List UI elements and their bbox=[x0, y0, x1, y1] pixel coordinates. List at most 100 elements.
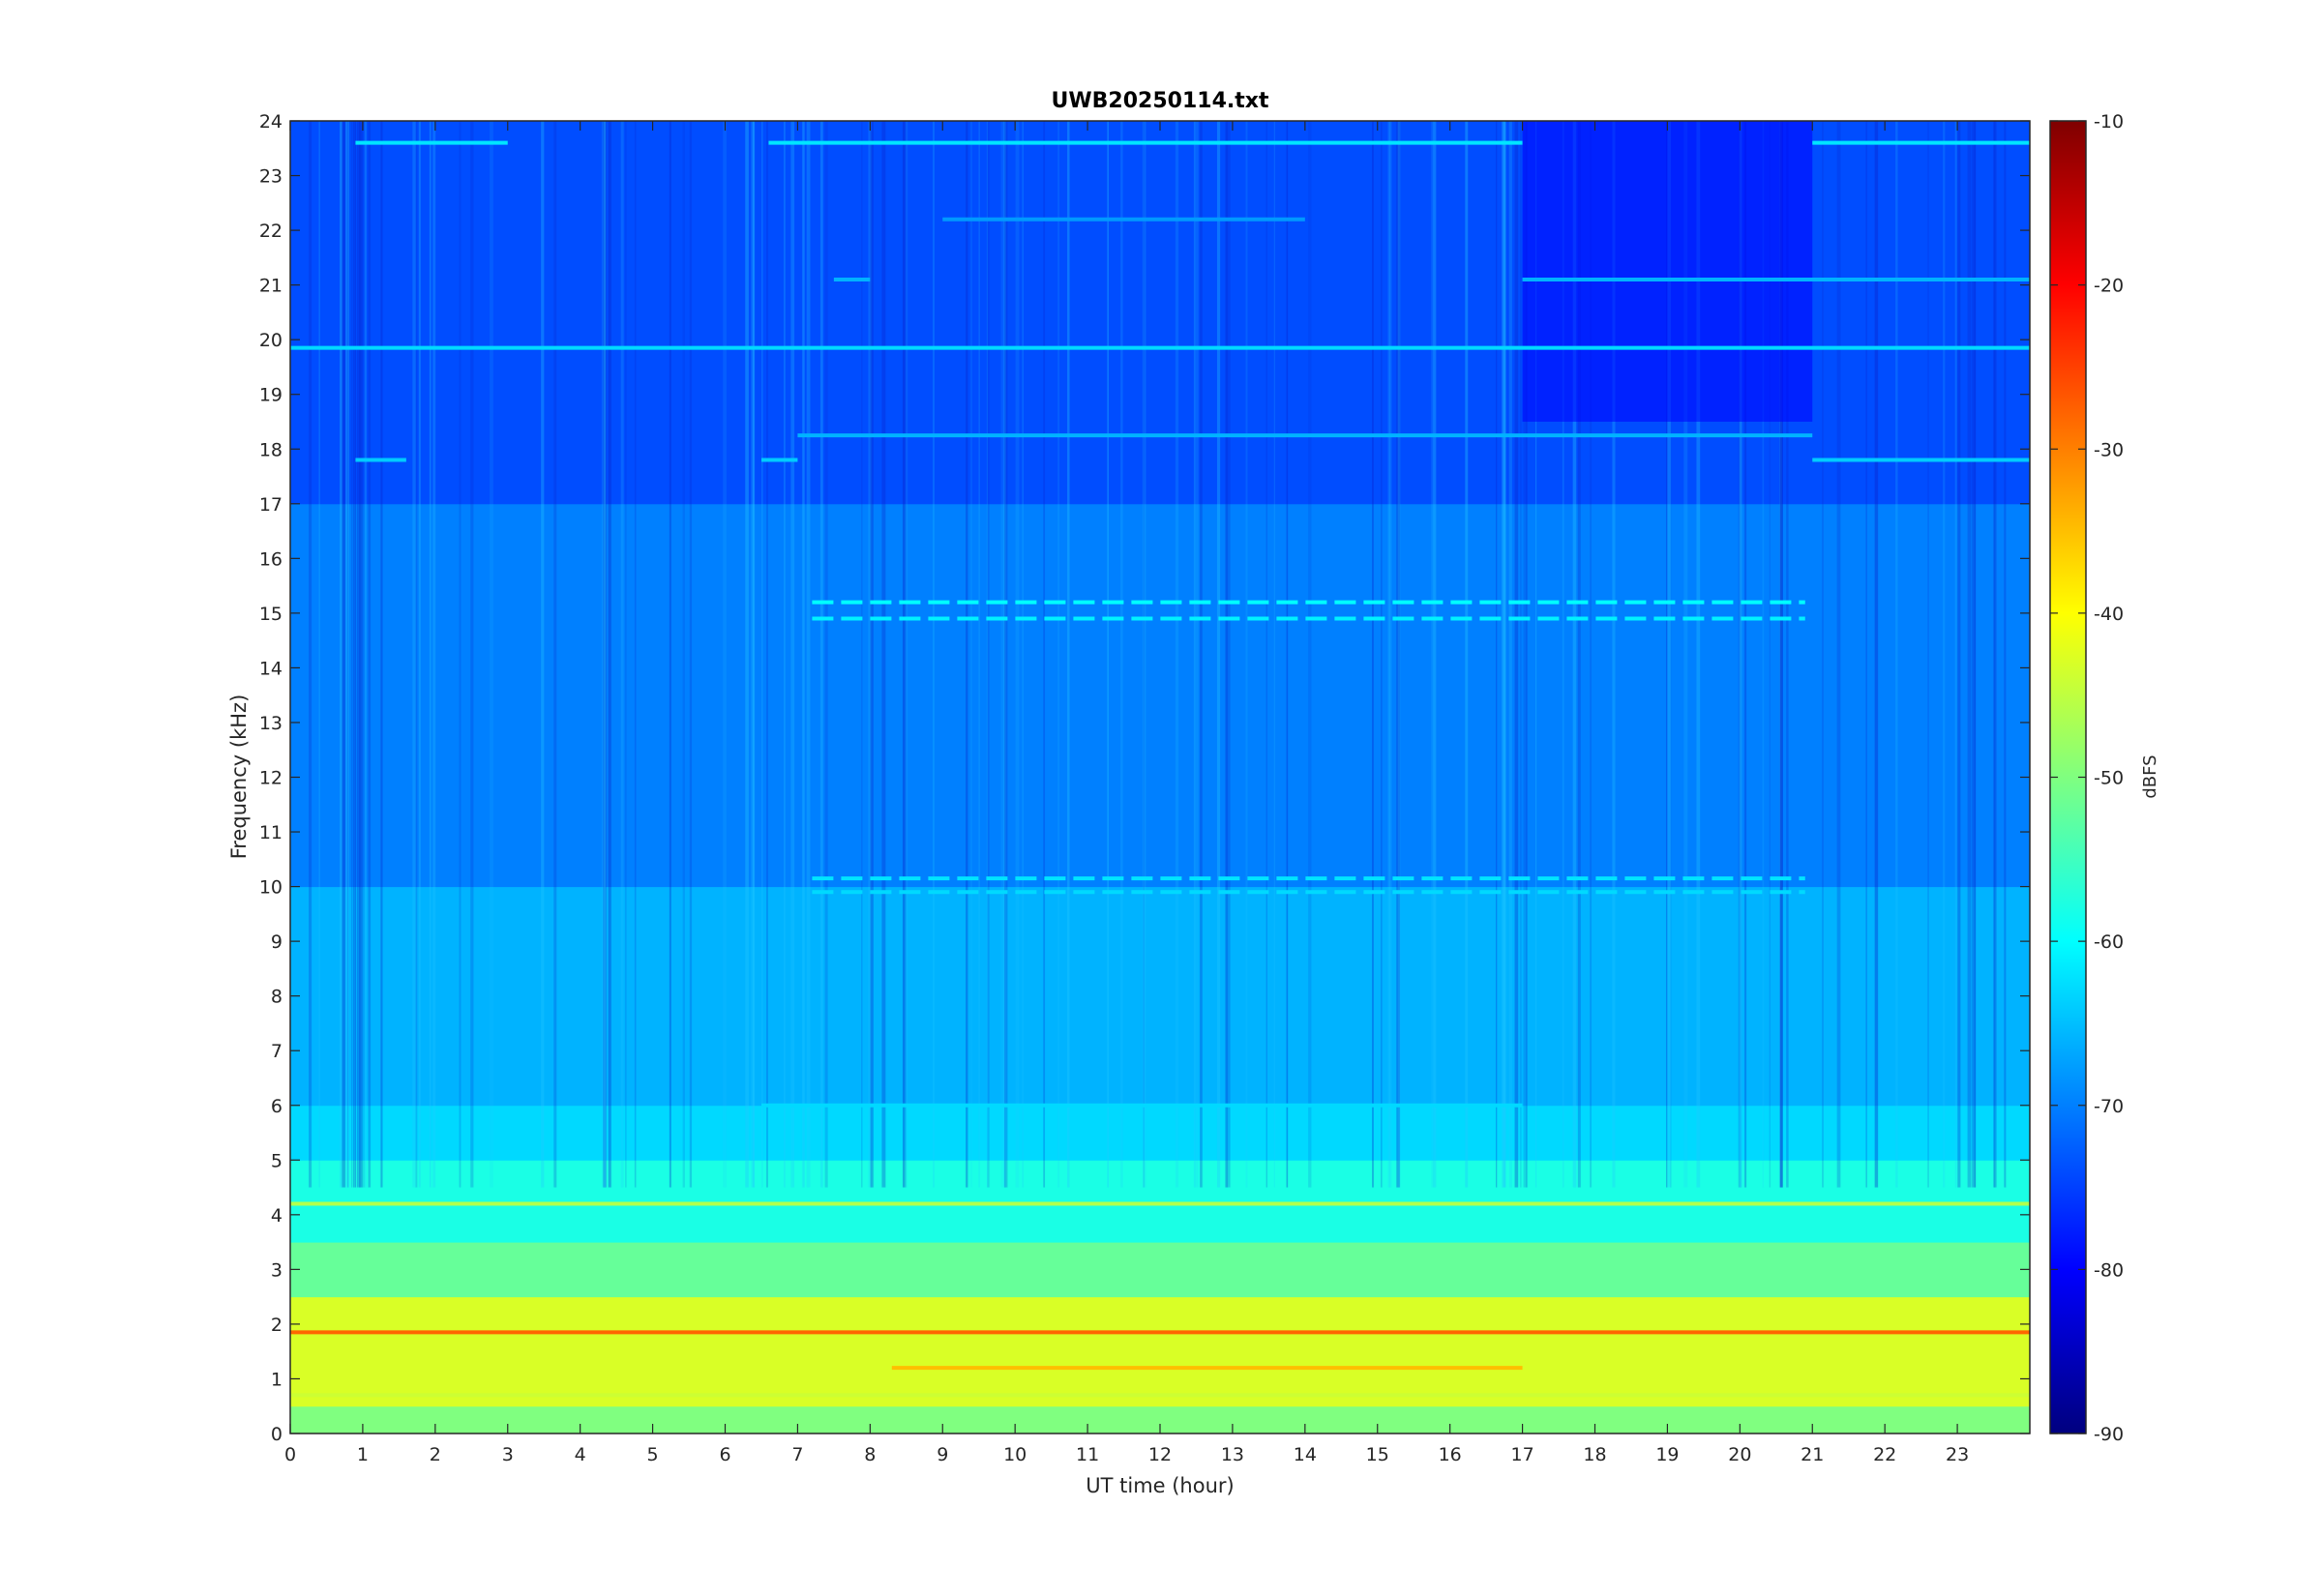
spectrogram-streak bbox=[352, 121, 355, 1188]
spectrogram-streak bbox=[761, 121, 763, 1188]
x-tick-label: 23 bbox=[1946, 1444, 1969, 1465]
spectrogram-streak bbox=[1874, 121, 1879, 1188]
y-tick-label: 0 bbox=[271, 1424, 283, 1445]
spectrogram-streak bbox=[429, 121, 432, 1188]
spectrogram-streak bbox=[318, 121, 320, 1188]
spectrogram-streak bbox=[868, 121, 873, 1188]
spectrogram-streak bbox=[1142, 121, 1146, 1188]
spectrogram-streak bbox=[340, 121, 342, 1188]
spectrogram-streak bbox=[1226, 121, 1231, 1188]
spectrogram-streak bbox=[1308, 121, 1312, 1188]
spectrogram-streak bbox=[1003, 121, 1008, 1188]
chart-title: UWB20250114.txt bbox=[1052, 89, 1269, 113]
y-tick-label: 18 bbox=[259, 439, 283, 460]
spectrogram-streak bbox=[1590, 121, 1593, 1188]
spectrogram-streak bbox=[415, 121, 418, 1188]
spectrogram-band-3 bbox=[290, 1160, 2030, 1243]
spectrogram-streak bbox=[1372, 121, 1374, 1188]
x-tick-label: 7 bbox=[791, 1444, 803, 1465]
y-tick-label: 2 bbox=[271, 1315, 283, 1336]
y-tick-label: 3 bbox=[271, 1259, 283, 1281]
spectrogram-band-5 bbox=[290, 886, 2030, 1107]
x-tick-label: 21 bbox=[1801, 1444, 1824, 1465]
spectrogram-streak bbox=[861, 121, 863, 1188]
spectrogram-streak bbox=[1738, 121, 1742, 1188]
spectrogram-streak bbox=[1502, 121, 1505, 1188]
y-tick-label: 11 bbox=[259, 822, 283, 843]
spectrogram-streak bbox=[819, 121, 823, 1188]
spectrogram-streak bbox=[1043, 121, 1046, 1188]
spectrogram-streak bbox=[1974, 121, 1977, 1188]
spectrogram-streak bbox=[625, 121, 627, 1188]
spectrogram-streak bbox=[1225, 121, 1228, 1188]
x-tick-label: 14 bbox=[1294, 1444, 1317, 1465]
y-tick-label: 5 bbox=[271, 1150, 283, 1171]
y-tick-label: 24 bbox=[259, 111, 283, 133]
spectrogram-streak bbox=[1786, 121, 1789, 1188]
spectrogram-streak bbox=[368, 121, 372, 1188]
y-tick-label: 1 bbox=[271, 1369, 283, 1390]
y-tick-label: 16 bbox=[259, 548, 283, 570]
spectrogram-streak bbox=[1193, 121, 1196, 1188]
spectrogram-streak bbox=[1762, 121, 1765, 1188]
y-tick-label: 9 bbox=[271, 931, 283, 953]
spectrogram-streak bbox=[358, 121, 363, 1188]
spectrogram-streak bbox=[905, 121, 907, 1188]
spectrogram-streak bbox=[1003, 121, 1006, 1188]
spectrogram-streak bbox=[1523, 121, 1527, 1188]
spectrogram-streak bbox=[1265, 121, 1267, 1188]
colorbar-tick-label: -60 bbox=[2094, 931, 2124, 953]
spectrogram-streak bbox=[604, 121, 606, 1188]
x-tick-label: 12 bbox=[1148, 1444, 1172, 1465]
spectrogram-streak bbox=[1433, 121, 1437, 1188]
spectrogram-streak bbox=[1572, 121, 1577, 1188]
spectrogram-streak bbox=[1683, 121, 1688, 1188]
spectrogram-streak bbox=[1535, 121, 1537, 1188]
spectrogram-streak bbox=[459, 121, 461, 1188]
spectrogram-streak bbox=[1822, 121, 1824, 1188]
spectrogram-streak bbox=[2004, 121, 2007, 1188]
x-tick-label: 2 bbox=[430, 1444, 441, 1465]
colorbar: -10 -20 -30 -40 -50 -60 -70 -80 -90 dBFS bbox=[2049, 111, 2160, 1445]
spectrogram-streak bbox=[870, 121, 874, 1188]
spectrogram-streak bbox=[1836, 121, 1841, 1188]
spectrogram-streak bbox=[1067, 121, 1070, 1188]
y-tick-label: 8 bbox=[271, 987, 283, 1008]
spectrogram-streak bbox=[470, 121, 474, 1188]
spectrogram-streak bbox=[1739, 121, 1742, 1188]
spectrogram-streak bbox=[801, 121, 805, 1188]
spectrogram-band-4 bbox=[290, 1105, 2030, 1161]
x-tick-label: 20 bbox=[1728, 1444, 1751, 1465]
y-axis-label: Frequency (kHz) bbox=[227, 695, 251, 860]
spectrogram-streak bbox=[358, 121, 361, 1188]
spectrogram-streak bbox=[669, 121, 671, 1188]
spectrogram-streak bbox=[309, 121, 313, 1188]
x-tick-label: 17 bbox=[1510, 1444, 1533, 1465]
spectrogram-streak bbox=[362, 121, 365, 1188]
colorbar-unit-label: dBFS bbox=[2140, 754, 2160, 798]
spectrogram-streak bbox=[881, 121, 886, 1188]
spectrogram-streak bbox=[1514, 121, 1519, 1188]
x-tick-label: 13 bbox=[1221, 1444, 1244, 1465]
colorbar-ticks: -10 -20 -30 -40 -50 -60 -70 -80 -90 bbox=[2050, 111, 2124, 1445]
y-tick-label: 12 bbox=[259, 768, 283, 789]
spectrogram-streak bbox=[1927, 121, 1929, 1188]
spectrogram-streak bbox=[1216, 121, 1221, 1188]
spectrogram-streak bbox=[933, 121, 935, 1188]
spectrogram-streak bbox=[608, 121, 611, 1188]
spectrogram-streak bbox=[1465, 121, 1469, 1188]
spectrogram-streak bbox=[1779, 121, 1782, 1188]
x-axis-label: UT time (hour) bbox=[1086, 1474, 1234, 1497]
spectrogram-streak bbox=[1520, 121, 1522, 1188]
spectrogram-streak bbox=[1895, 121, 1898, 1188]
x-tick-label: 15 bbox=[1366, 1444, 1389, 1465]
spectrogram-streak bbox=[1666, 121, 1668, 1188]
y-tick-label: 4 bbox=[271, 1205, 283, 1227]
colorbar-tick-label: -20 bbox=[2094, 276, 2124, 297]
spectrogram-vertical-streaks bbox=[309, 121, 2007, 1188]
spectrogram-streak bbox=[1696, 121, 1701, 1188]
spectrogram-streak bbox=[1670, 121, 1672, 1188]
x-tick-label: 1 bbox=[357, 1444, 369, 1465]
x-tick-label: 8 bbox=[864, 1444, 876, 1465]
colorbar-tick-label: -10 bbox=[2094, 111, 2124, 133]
